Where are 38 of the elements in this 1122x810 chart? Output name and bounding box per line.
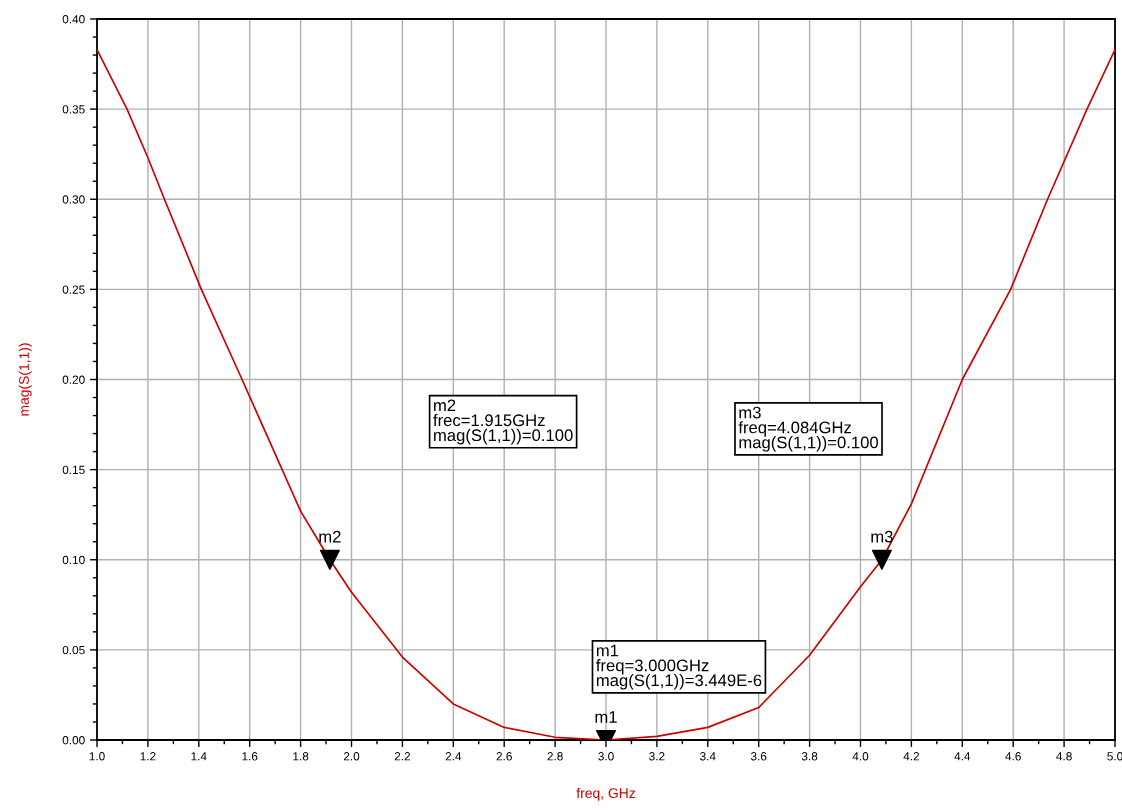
annotation: m2 bbox=[319, 530, 341, 543]
x-tick-label: 4.0 bbox=[852, 752, 869, 761]
x-tick-label: 1.8 bbox=[293, 752, 309, 761]
annotation: m3 bbox=[871, 530, 893, 543]
x-tick-label: 1.4 bbox=[191, 752, 207, 761]
x-tick-label: 3.0 bbox=[598, 752, 614, 761]
x-tick-label: 3.4 bbox=[700, 752, 716, 761]
x-tick-label: 1.0 bbox=[89, 752, 105, 761]
x-tick-label: 1.2 bbox=[140, 752, 156, 761]
x-tick-label: 3.6 bbox=[750, 752, 767, 761]
x-tick-label: 4.2 bbox=[903, 752, 920, 761]
x-tick-label: 4.4 bbox=[954, 752, 971, 761]
annotation: m3 freq=4.084GHz mag(S(1,1))=0.100 bbox=[738, 406, 879, 452]
x-tick-label: 1.6 bbox=[242, 752, 258, 761]
y-tick-label: 0.15 bbox=[62, 465, 85, 475]
x-tick-label: 2.6 bbox=[496, 752, 512, 761]
x-tick-label: 2.0 bbox=[343, 752, 360, 761]
y-tick-label: 0.10 bbox=[62, 555, 85, 565]
x-tick-label: 4.6 bbox=[1005, 752, 1021, 761]
x-tick-label: 2.8 bbox=[547, 752, 563, 761]
y-tick-label: 0.30 bbox=[62, 195, 85, 204]
x-tick-label: 5.0 bbox=[1107, 752, 1122, 761]
y-tick-label: 0.20 bbox=[62, 375, 85, 384]
x-tick-label: 4.8 bbox=[1056, 752, 1072, 761]
y-tick-label: 0.35 bbox=[62, 105, 85, 114]
y-tick-label: 0.00 bbox=[62, 736, 85, 745]
x-tick-label: 3.8 bbox=[801, 752, 818, 761]
y-axis-title: mag(S(1,1)) bbox=[18, 343, 32, 416]
y-tick-label: 0.05 bbox=[62, 645, 85, 655]
y-tick-label: 0.40 bbox=[62, 15, 85, 24]
y-tick-label: 0.25 bbox=[62, 285, 85, 294]
x-tick-label: 3.2 bbox=[649, 752, 665, 761]
x-axis-title: freq, GHz bbox=[576, 787, 636, 801]
x-tick-label: 2.2 bbox=[394, 752, 411, 761]
annotation: m1 freq=3.000GHz mag(S(1,1))=3.449E-6 bbox=[596, 644, 762, 690]
annotation: m2 frec=1.915GHz mag(S(1,1))=0.100 bbox=[433, 399, 573, 445]
x-tick-label: 2.4 bbox=[445, 752, 462, 761]
annotation: m1 bbox=[595, 711, 617, 723]
